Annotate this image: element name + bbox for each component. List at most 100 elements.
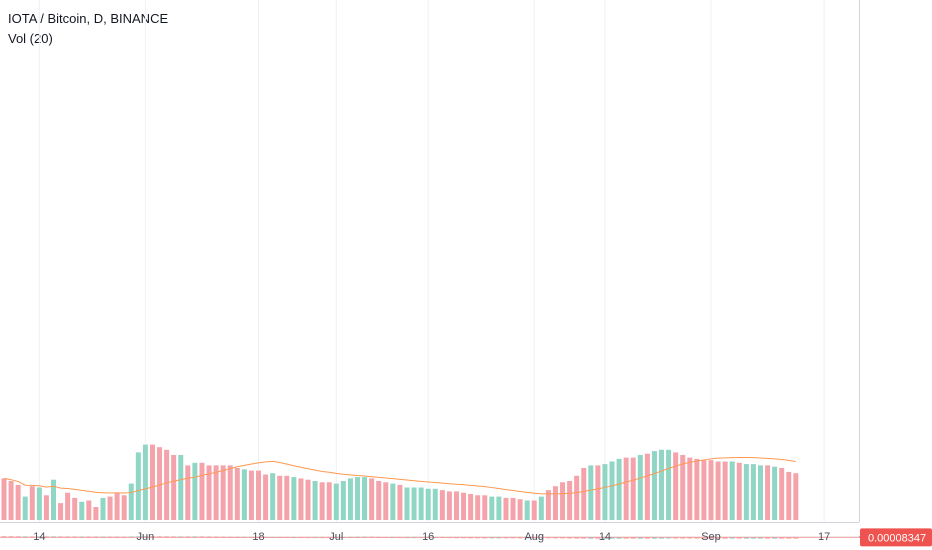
volume-bar [496, 496, 502, 520]
volume-bar [100, 497, 106, 520]
volume-bar [708, 460, 714, 520]
volume-bar [581, 468, 587, 520]
symbol-title[interactable]: IOTA / Bitcoin, D, BINANCE [8, 11, 169, 26]
volume-bar [241, 469, 247, 520]
volume-bar [595, 465, 601, 520]
time-tick-label: 14 [33, 531, 45, 543]
volume-bar [340, 481, 346, 520]
volume-bar [390, 483, 396, 520]
volume-bar [383, 482, 389, 520]
volume-bar [362, 477, 368, 520]
volume-bar [510, 497, 516, 520]
volume-bar [36, 487, 42, 520]
volume-bar [1, 478, 7, 520]
volume-bar [58, 503, 64, 520]
volume-bar [121, 495, 127, 520]
time-tick-label: Jul [329, 531, 343, 543]
volume-bar [446, 491, 452, 520]
volume-bar [651, 451, 657, 520]
volume-bar [263, 474, 269, 520]
volume-bar [524, 500, 530, 520]
volume-bar [729, 461, 735, 520]
volume-bar [517, 499, 523, 520]
volume-bar [43, 495, 49, 520]
volume-ma-line [3, 457, 796, 495]
volume-bar [128, 483, 134, 520]
volume-bar [312, 481, 318, 520]
volume-bar [79, 501, 85, 520]
volume-bar [114, 492, 120, 520]
volume-bar [248, 470, 254, 520]
volume-bar [743, 464, 749, 520]
volume-bar [347, 478, 353, 520]
volume-bar [142, 444, 148, 520]
volume-bar [687, 457, 693, 520]
volume-bar [256, 470, 262, 520]
volume-bar [185, 465, 191, 520]
volume-bar [757, 465, 763, 520]
volume-bar [750, 464, 756, 520]
chart-legend: IOTA / Bitcoin, D, BINANCE Vol (20) [8, 9, 168, 49]
volume-bar [326, 482, 332, 520]
candle-body [644, 537, 650, 539]
candle-body [595, 537, 601, 539]
volume-bar [369, 478, 375, 520]
volume-bar [270, 473, 276, 520]
indicator-label[interactable]: Vol (20) [8, 31, 53, 46]
volume-bar [680, 455, 686, 520]
volume-bar [333, 483, 339, 520]
volume-bar [376, 481, 382, 520]
volume-bar [432, 488, 438, 520]
volume-bar [15, 484, 21, 520]
volume-bar [765, 465, 771, 520]
volume-ma-polyline [3, 457, 796, 495]
time-tick-label: 17 [818, 531, 830, 543]
last-price-badge [860, 528, 932, 547]
volume-bar [545, 490, 551, 520]
candle-body [651, 537, 657, 539]
volume-bar [319, 482, 325, 520]
volume-bar [171, 455, 177, 520]
time-axis[interactable]: 14 Jun 18 Jul 16 Aug 14 Sep 17 [33, 531, 830, 543]
volume-bar [560, 482, 566, 520]
time-tick-label: Aug [524, 531, 544, 543]
volume-bar [616, 458, 622, 520]
volume-bar [355, 477, 360, 520]
volume-bar [659, 449, 665, 520]
volume-bar [736, 462, 742, 520]
volume-bar [404, 487, 410, 520]
volume-bar [461, 492, 467, 520]
volume-bar [135, 452, 141, 520]
volume-bar [772, 466, 778, 520]
volume-bar [8, 481, 14, 520]
candlestick-series [0, 536, 859, 539]
volume-bar [397, 484, 403, 520]
volume-bar [72, 497, 78, 520]
time-tick-label: 18 [252, 531, 264, 543]
time-tick-label: Sep [701, 531, 721, 543]
volume-bar [50, 479, 56, 520]
volume-bar [157, 447, 163, 520]
volume-bar [793, 473, 799, 520]
volume-bar [22, 496, 28, 520]
price-axis[interactable]: 0.000060000.000080000.000100000.00012000… [859, 528, 932, 547]
volume-bar [567, 481, 573, 520]
volume-bar [609, 461, 615, 520]
volume-bar [468, 494, 474, 520]
volume-bar [164, 449, 170, 520]
volume-bar [722, 461, 728, 520]
volume-bar [439, 490, 445, 520]
volume-bar [588, 465, 594, 520]
last-price-label: 0.00008347 [868, 532, 926, 544]
volume-bar [93, 507, 99, 520]
volume-bar [291, 477, 297, 520]
volume-bar [623, 457, 629, 520]
volume-bar [694, 458, 700, 520]
volume-bar [644, 453, 650, 520]
volume-bar [199, 462, 205, 520]
candle-body [588, 537, 594, 539]
time-tick-label: Jun [137, 531, 155, 543]
volume-bar [65, 492, 71, 520]
volume-bar [489, 496, 495, 520]
